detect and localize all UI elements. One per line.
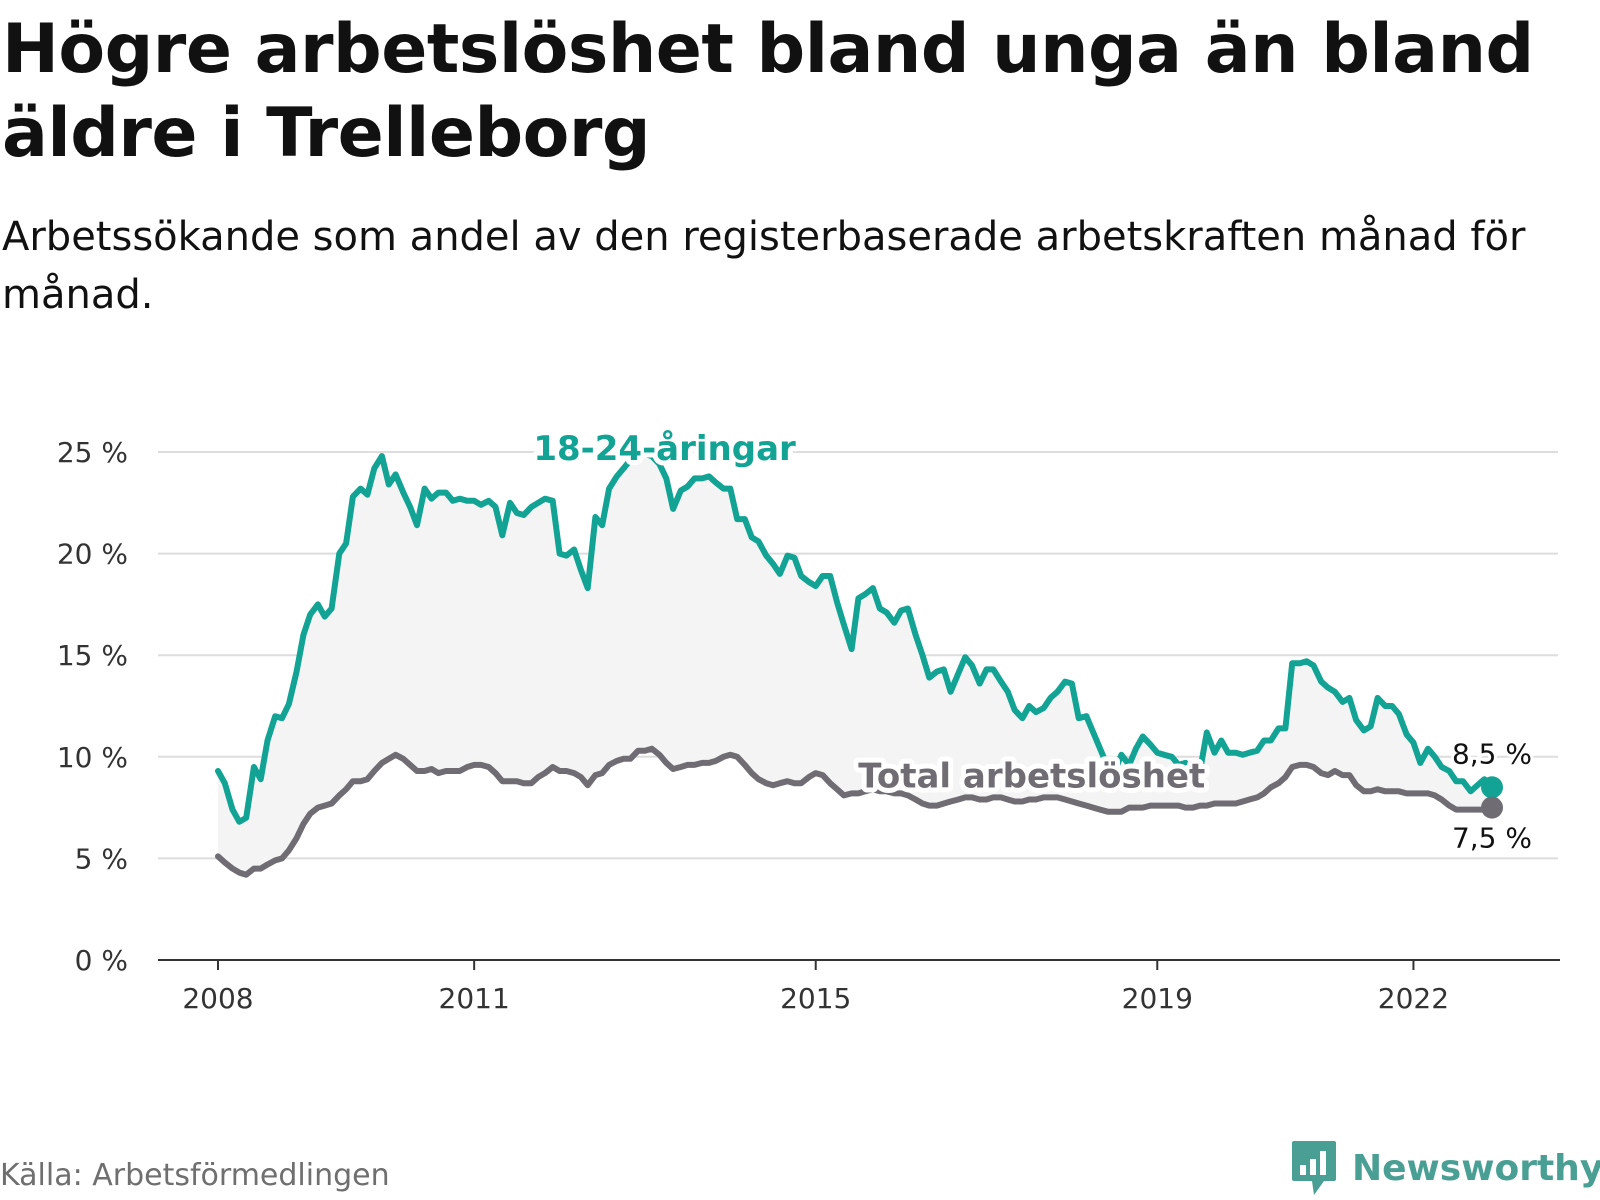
- end-value-label-total: 7,5 %: [1452, 822, 1532, 855]
- newsworthy-logo-icon: [1292, 1141, 1336, 1195]
- y-tick-label: 20 %: [57, 538, 128, 571]
- source-note: Källa: Arbetsförmedlingen: [0, 1158, 390, 1193]
- x-tick-label: 2019: [1122, 982, 1193, 1015]
- y-tick-label: 10 %: [57, 741, 128, 774]
- series-label-total: Total arbetslöshet: [858, 756, 1205, 796]
- series-lines: [215, 451, 1503, 878]
- y-tick-label: 25 %: [57, 436, 128, 469]
- chart-subtitle: Arbetssökande som andel av den registerb…: [2, 214, 1526, 318]
- series-labels: 18-24-åringar Total arbetslöshet 8,5 % 7,5 …: [528, 424, 1535, 857]
- brand-logo: Newsworthy: [1290, 1140, 1600, 1196]
- x-tick-label: 2022: [1378, 982, 1449, 1015]
- x-tick-label: 2015: [780, 982, 851, 1015]
- chart-title: Högre arbetslöshet bland unga än bland ä…: [2, 10, 1534, 173]
- brand-name: Newsworthy: [1352, 1147, 1600, 1189]
- y-tick-label: 0 %: [75, 944, 128, 977]
- end-marker-youth: [1481, 776, 1503, 799]
- y-tick-label: 15 %: [57, 639, 128, 672]
- series-line-total: [215, 745, 1495, 878]
- x-axis: 2008 2011 2015 2019 2022: [158, 959, 1560, 1015]
- series-label-youth: 18-24-åringar: [533, 429, 796, 469]
- end-marker-total: [1481, 796, 1503, 819]
- line-chart: 0 %5 %10 %15 %20 %25 % 2008 2011 2015 2019 2…: [56, 424, 1560, 1015]
- x-tick-label: 2008: [182, 982, 253, 1015]
- x-tick-label: 2011: [439, 982, 510, 1015]
- y-tick-label: 5 %: [75, 842, 128, 875]
- gap-fill-area: [218, 454, 1492, 875]
- series-line-youth: [215, 451, 1495, 825]
- end-value-label-youth: 8,5 %: [1452, 737, 1532, 770]
- gap-area: [218, 454, 1492, 875]
